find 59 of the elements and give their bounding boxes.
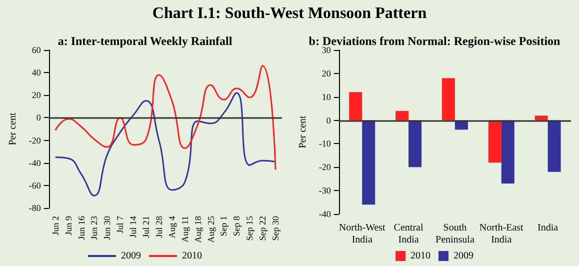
- bar: [362, 120, 376, 205]
- y-tick-label: -80: [28, 203, 42, 213]
- y-tick-label: -10: [318, 138, 332, 149]
- bar: [442, 78, 455, 120]
- x-tick-label: Jul 28: [154, 216, 164, 238]
- y-axis-title: Per cent: [8, 112, 18, 146]
- x-tick-label: Jun 16: [76, 216, 86, 240]
- y-tick-label: -20: [318, 162, 332, 172]
- legend-label: 2010: [410, 250, 430, 262]
- legend-label: 2009: [121, 250, 141, 262]
- y-tick-label: 10: [322, 92, 332, 102]
- legend-label: 2010: [182, 250, 202, 262]
- x-tick-label: Jun 2: [50, 216, 60, 236]
- x-tick-label: Jul 7: [115, 216, 126, 234]
- x-tick-label: India: [538, 222, 559, 234]
- chart-title: a: Inter-temporal Weekly Rainfall: [58, 34, 233, 48]
- x-tick-label: Aug 25: [206, 216, 216, 243]
- x-tick-label: Sep 30: [270, 216, 281, 241]
- text: Chart I.1: South-West Monsoon Pattern: [152, 5, 427, 22]
- bar: [396, 110, 409, 120]
- y-tick-label: 20: [322, 68, 332, 78]
- bar: [534, 116, 548, 120]
- y-tick-label: 20: [32, 90, 42, 100]
- bar: [548, 120, 561, 172]
- y-tick-label: 30: [322, 45, 332, 55]
- y-tick-label: -20: [28, 135, 42, 146]
- bar: [408, 120, 422, 168]
- y-tick-label: -60: [28, 180, 42, 190]
- x-tick-label: Sep 15: [244, 216, 255, 241]
- line-series: [54, 92, 276, 196]
- y-tick-label: -40: [318, 209, 332, 219]
- x-tick-label: Jun 9: [63, 216, 74, 236]
- x-tick-label: Sep 22: [258, 216, 268, 241]
- x-tick-label: Aug 4: [166, 216, 177, 238]
- x-tick-label: Jun 30: [102, 216, 112, 240]
- x-tick-label: Aug 11: [180, 216, 190, 242]
- x-tick-label: Jul 14: [128, 216, 138, 238]
- bar: [488, 120, 502, 162]
- x-tick-label: Jun 23: [89, 216, 100, 240]
- x-tick-label: North-East India: [479, 222, 524, 246]
- line-series: [54, 65, 276, 170]
- x-tick-label: Aug 18: [192, 216, 203, 243]
- y-tick-label: 40: [32, 68, 42, 78]
- legend-label: 2009: [454, 250, 474, 262]
- bar: [349, 92, 362, 120]
- bar: [501, 120, 514, 184]
- x-tick-label: North-West India: [338, 222, 386, 246]
- x-tick-label: Sep 8: [232, 216, 242, 236]
- y-tick-label: 0: [36, 112, 42, 123]
- x-tick-label: Central India: [394, 222, 424, 246]
- x-tick-label: South Peninsula: [436, 222, 475, 246]
- y-axis-title: Per cent: [298, 116, 308, 148]
- y-tick-label: 0: [326, 115, 332, 126]
- x-tick-label: Sep 1: [218, 216, 229, 236]
- x-tick-label: Jul 21: [141, 216, 152, 238]
- y-tick-label: -40: [28, 158, 42, 168]
- y-tick-label: -30: [318, 186, 332, 196]
- chart-title: b: Deviations from Normal: Region-wise Position: [308, 34, 561, 48]
- y-tick-label: 60: [32, 45, 42, 55]
